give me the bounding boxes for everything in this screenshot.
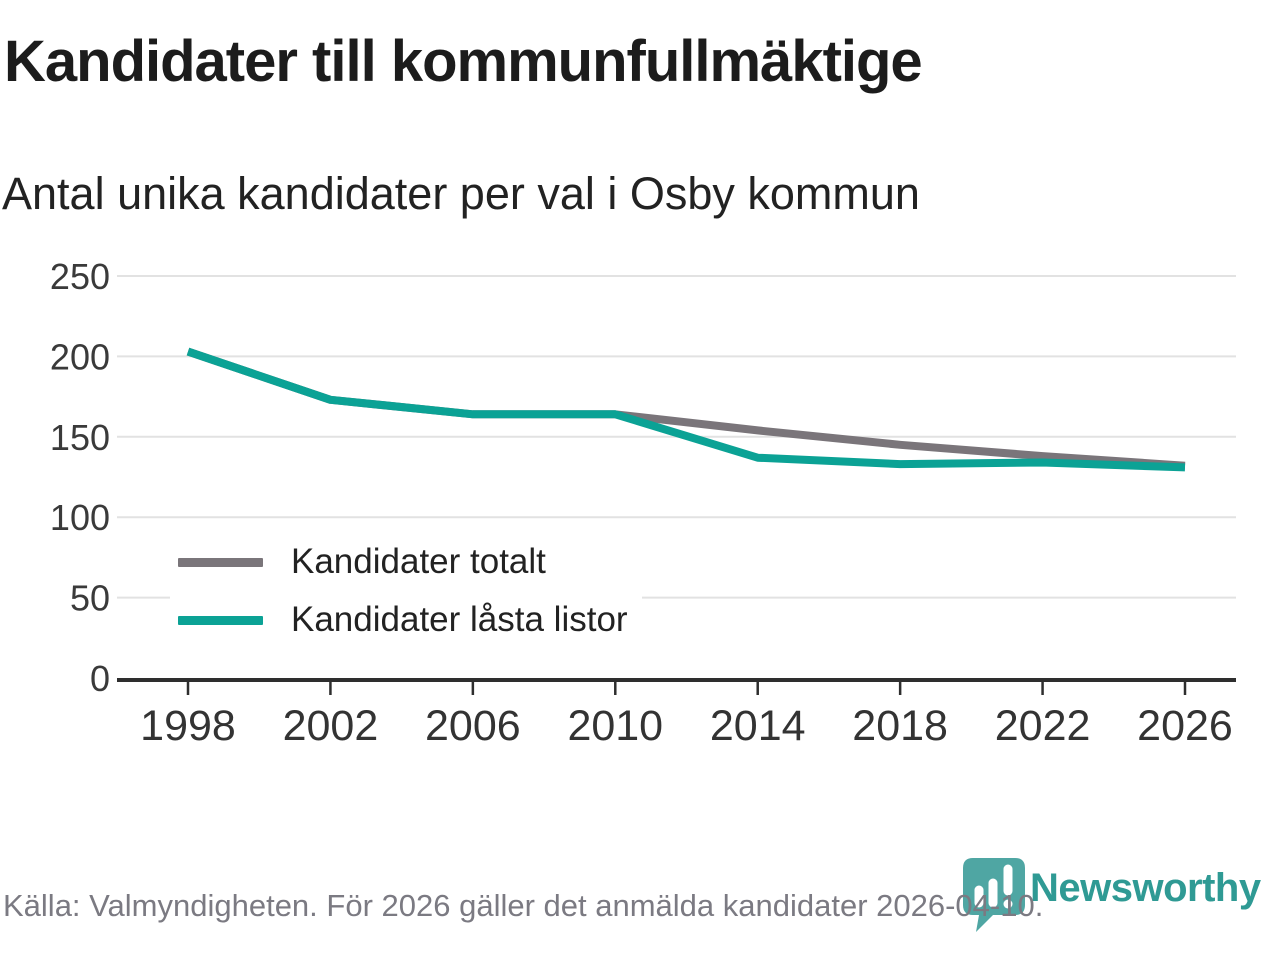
x-tick-label-2010: 2010 bbox=[567, 702, 663, 750]
series-line-lasta-listor bbox=[186, 347, 1186, 472]
x-tick-label-2014: 2014 bbox=[710, 702, 806, 750]
y-tick-label-50: 50 bbox=[70, 578, 110, 619]
legend-item-kandidater-lasta-listor: Kandidater låsta listor bbox=[178, 591, 628, 649]
y-tick-label-150: 150 bbox=[50, 417, 110, 458]
legend-label-lasta-listor: Kandidater låsta listor bbox=[291, 600, 628, 639]
legend-item-kandidater-totalt: Kandidater totalt bbox=[178, 533, 628, 591]
newsworthy-logo: Newsworthy bbox=[963, 858, 1261, 934]
legend-label-totalt: Kandidater totalt bbox=[291, 542, 546, 581]
source-note: Källa: Valmyndigheten. För 2026 gäller d… bbox=[3, 888, 1044, 923]
newsworthy-logo-icon bbox=[963, 858, 1025, 932]
page-title: Kandidater till kommunfullmäktige bbox=[4, 29, 923, 94]
y-tick-label-100: 100 bbox=[50, 497, 110, 538]
x-tick-label-1998: 1998 bbox=[140, 702, 236, 750]
y-tick-label-0: 0 bbox=[90, 658, 110, 699]
x-tick-label-2026: 2026 bbox=[1137, 702, 1233, 750]
y-tick-label-250: 250 bbox=[50, 256, 110, 297]
newsworthy-logo-text: Newsworthy bbox=[1030, 866, 1261, 910]
legend-swatch-totalt-icon bbox=[178, 557, 263, 567]
series-line-totalt bbox=[186, 347, 1186, 470]
chart-legend: Kandidater totalt Kandidater låsta listo… bbox=[170, 531, 642, 651]
y-tick-label-200: 200 bbox=[50, 336, 110, 377]
x-tick-label-2002: 2002 bbox=[283, 702, 379, 750]
chart-subtitle: Antal unika kandidater per val i Osby ko… bbox=[2, 168, 920, 219]
x-tick-label-2018: 2018 bbox=[852, 702, 948, 750]
x-tick-label-2006: 2006 bbox=[425, 702, 521, 750]
x-tick-label-2022: 2022 bbox=[995, 702, 1091, 750]
legend-swatch-lasta-listor-icon bbox=[178, 615, 263, 625]
